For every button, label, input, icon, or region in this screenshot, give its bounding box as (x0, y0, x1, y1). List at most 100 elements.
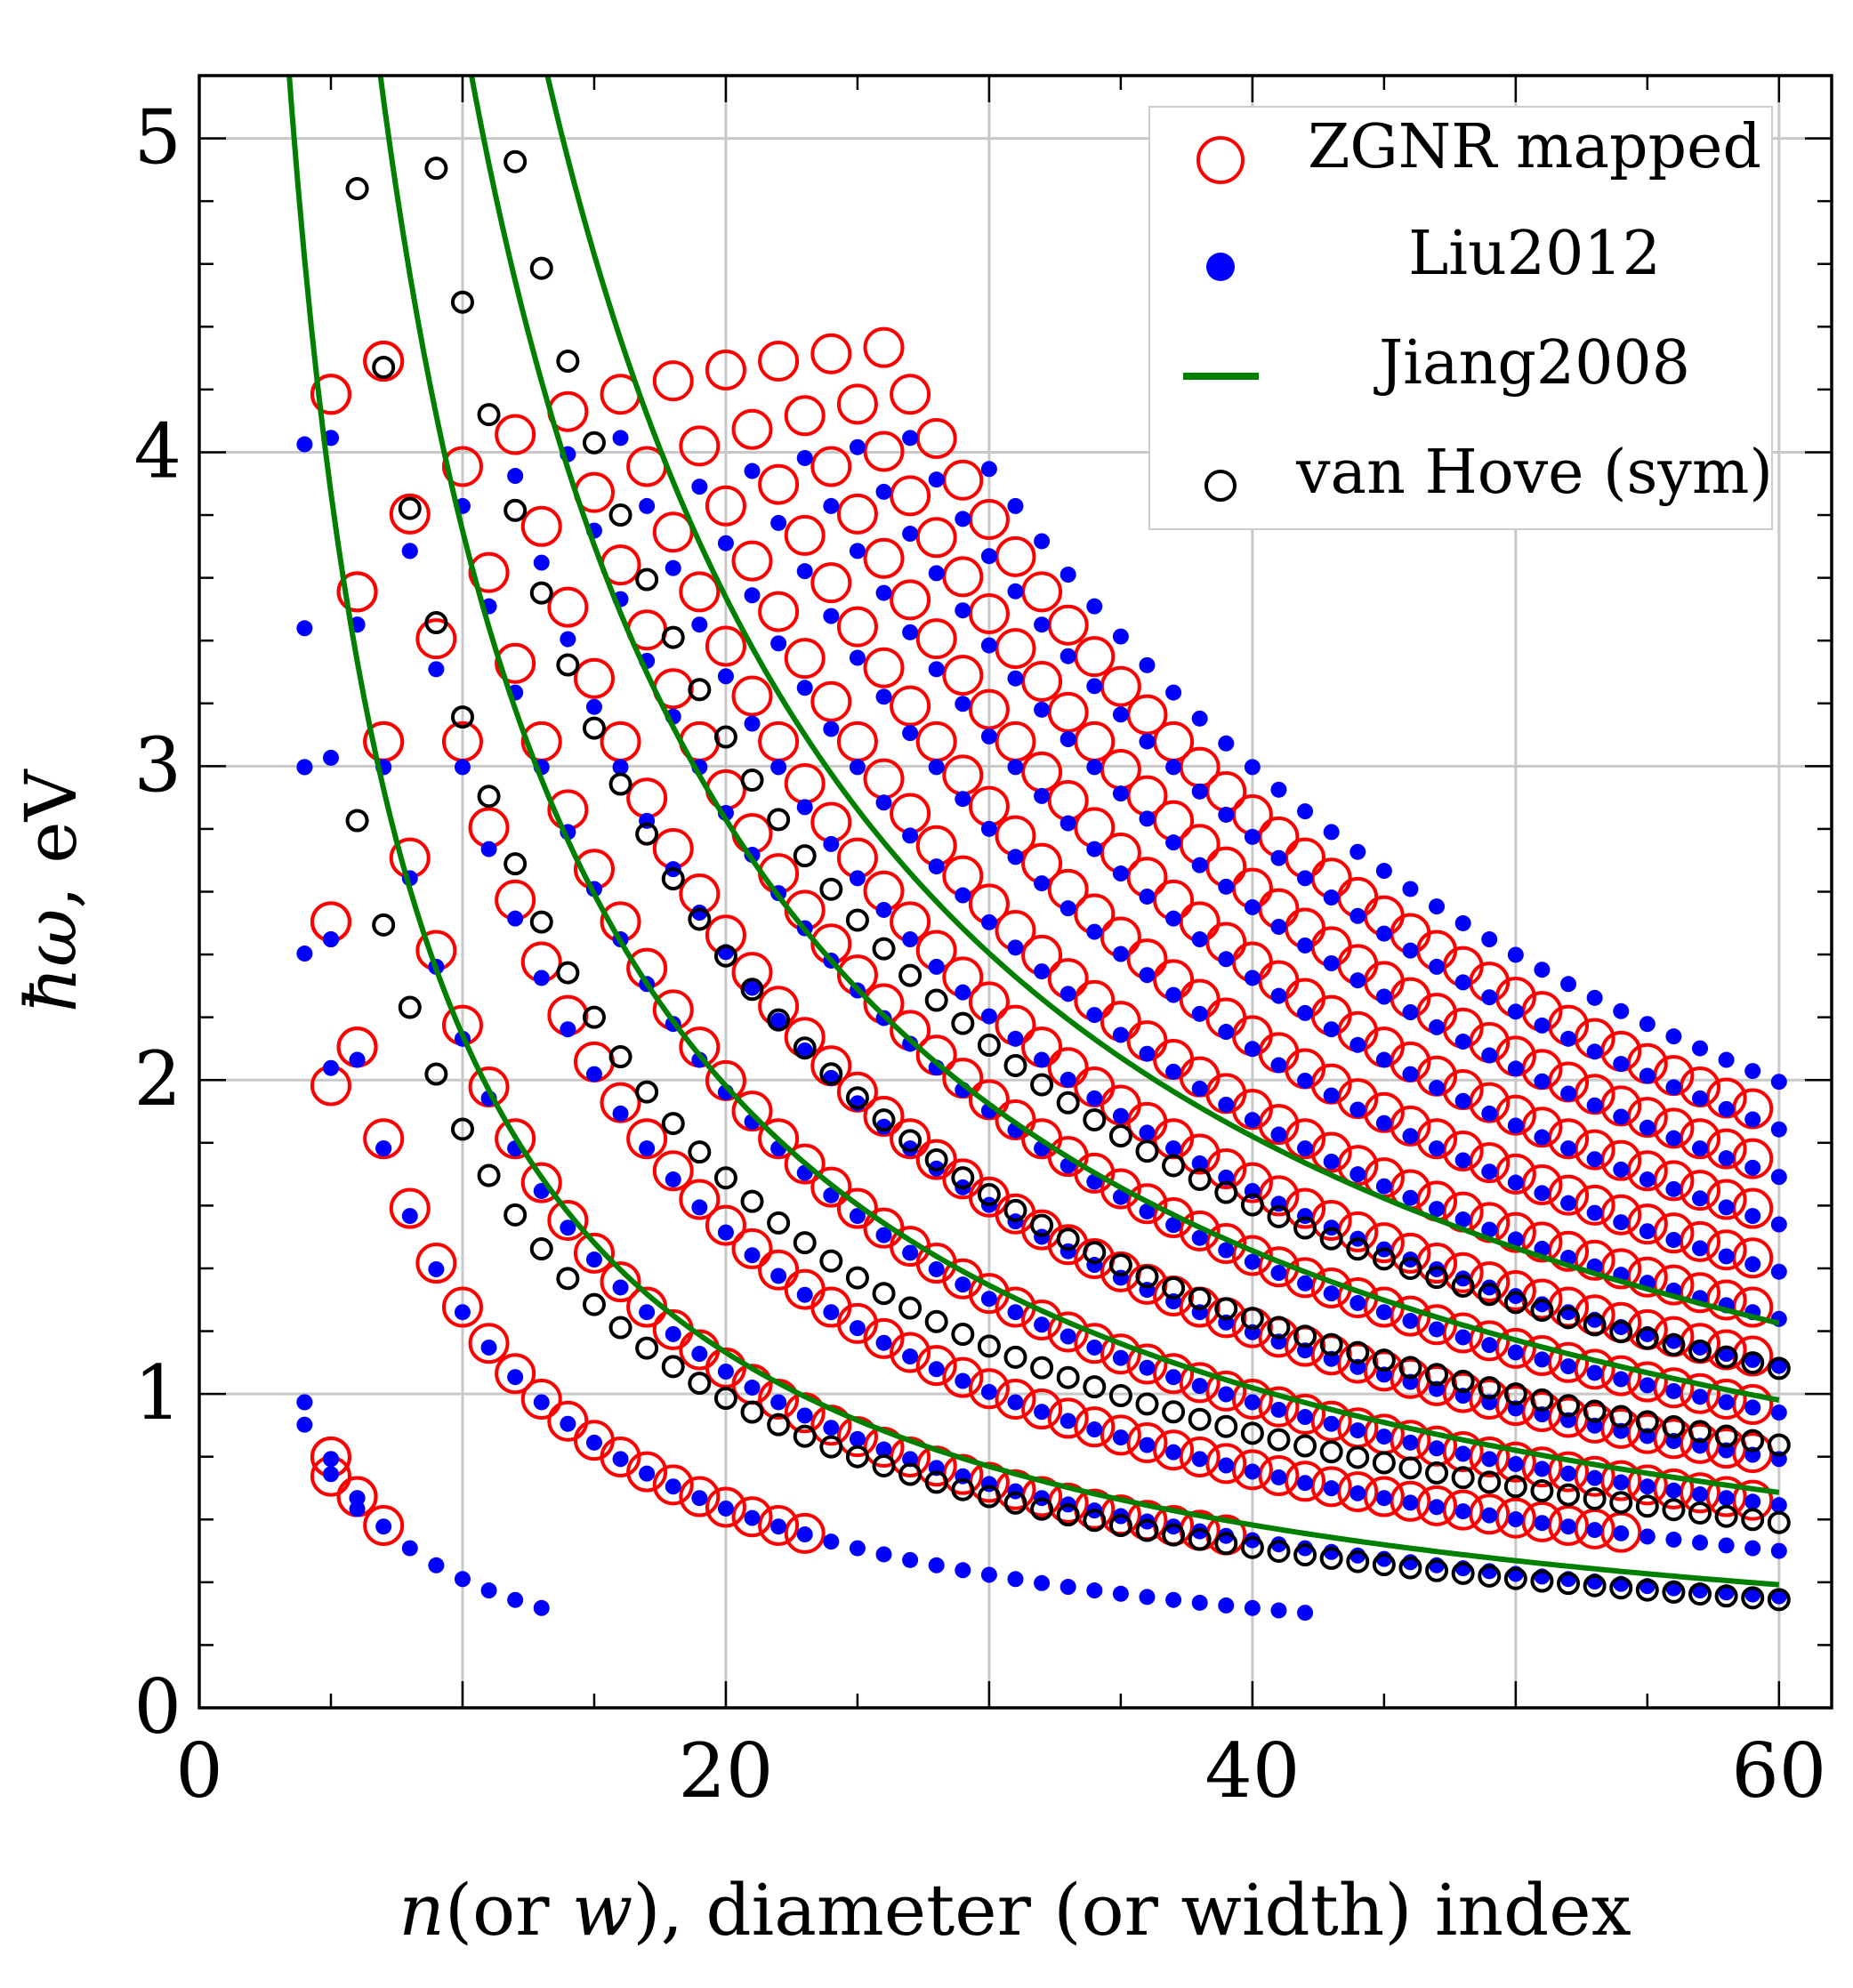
data-point (1191, 1155, 1208, 1171)
data-point (1609, 1404, 1633, 1429)
data-point (770, 1518, 787, 1535)
data-point (1153, 1429, 1195, 1471)
data-point (1349, 1036, 1366, 1053)
data-point (980, 1383, 997, 1400)
data-point (836, 383, 878, 425)
data-point (556, 1267, 580, 1291)
data-point (424, 1062, 448, 1086)
data-point (731, 813, 773, 855)
data-point (1372, 1348, 1396, 1372)
data-point (1126, 1183, 1168, 1225)
data-point (468, 1323, 510, 1364)
data-point (717, 1224, 734, 1241)
data-point (1139, 1437, 1156, 1453)
data-point (296, 946, 313, 962)
data-point (372, 355, 396, 379)
data-point (1270, 1469, 1287, 1485)
data-point (1179, 1210, 1221, 1252)
data-point (740, 769, 764, 793)
data-point (1240, 1421, 1264, 1445)
data-point (679, 571, 721, 613)
data-point (980, 637, 997, 654)
data-point (1507, 1117, 1524, 1134)
data-point (942, 754, 984, 796)
data-point (770, 759, 787, 776)
data-point (1086, 1007, 1103, 1024)
data-point (1231, 1449, 1273, 1491)
data-point (1507, 1455, 1524, 1472)
data-point (1165, 684, 1182, 701)
data-point (1059, 1579, 1076, 1596)
data-point (1478, 1376, 1502, 1400)
data-point (1613, 1056, 1630, 1073)
data-point (1349, 1422, 1366, 1439)
data-point (1135, 1139, 1159, 1163)
data-point (915, 517, 957, 559)
series-liu (296, 430, 1787, 1622)
data-point (796, 799, 813, 816)
data-point (767, 1413, 791, 1437)
data-point (1191, 1594, 1208, 1611)
data-point (1059, 986, 1076, 1002)
data-point (823, 1304, 840, 1321)
data-point (810, 680, 852, 722)
data-point (1007, 849, 1024, 865)
legend-marker-liu (1206, 253, 1235, 281)
data-point (1270, 1057, 1287, 1074)
data-point (652, 360, 694, 402)
data-point (1003, 1491, 1027, 1515)
data-point (731, 1496, 773, 1538)
data-point (504, 1203, 528, 1227)
data-point (1744, 1208, 1761, 1225)
data-point (1639, 1377, 1656, 1394)
data-point (1557, 1306, 1581, 1330)
data-point (1139, 1045, 1156, 1062)
data-point (928, 759, 945, 776)
data-point (1372, 1451, 1396, 1475)
data-point (898, 1129, 922, 1153)
data-point (1293, 1216, 1317, 1240)
data-point (612, 1105, 629, 1122)
data-point (1402, 881, 1419, 897)
data-point (1218, 878, 1235, 895)
data-point (955, 1276, 971, 1293)
data-point (928, 1557, 945, 1573)
data-point (415, 1243, 457, 1284)
data-point (902, 931, 919, 948)
data-point (1231, 1089, 1273, 1131)
data-point (1165, 986, 1182, 1003)
data-point (1557, 1394, 1581, 1418)
data-point (1218, 1096, 1235, 1113)
data-point (1034, 533, 1051, 550)
data-point (1126, 1422, 1168, 1464)
data-point (1188, 1286, 1212, 1310)
data-point (1319, 1546, 1343, 1570)
y-tick-label: 4 (134, 407, 181, 495)
data-point (1218, 1457, 1235, 1474)
data-point (1662, 1332, 1686, 1356)
data-point (665, 1478, 681, 1495)
data-point (1074, 636, 1116, 678)
data-point (1319, 1227, 1343, 1251)
data-point (1205, 1370, 1247, 1412)
data-point (1557, 1483, 1581, 1507)
data-point (875, 1441, 892, 1458)
data-point (875, 1227, 892, 1244)
data-point (810, 1166, 852, 1208)
data-point (758, 1249, 800, 1291)
data-point (1179, 1362, 1221, 1404)
data-point (1744, 1159, 1761, 1176)
data-point (1139, 733, 1156, 750)
data-point (1481, 1507, 1498, 1524)
data-point (1494, 1497, 1536, 1539)
data-point (1179, 1133, 1221, 1175)
data-point (1583, 1573, 1607, 1598)
data-point (1639, 1478, 1656, 1495)
data-point (1609, 1320, 1633, 1344)
y-tick-label: 1 (134, 1349, 181, 1437)
data-point (1741, 1508, 1765, 1532)
data-point (1494, 1211, 1536, 1253)
data-point (401, 1208, 418, 1225)
data-point (1560, 1518, 1577, 1535)
data-point (612, 1451, 629, 1468)
